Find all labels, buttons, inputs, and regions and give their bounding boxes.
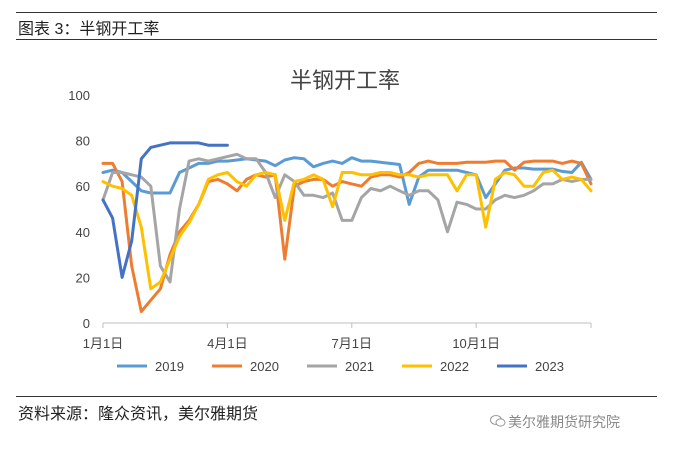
series-line-2021 xyxy=(101,152,593,284)
legend-label-2022: 2022 xyxy=(440,359,469,374)
y-tick-label: 100 xyxy=(68,88,90,103)
x-tick-label: 1月1日 xyxy=(83,336,123,351)
y-tick-label: 20 xyxy=(76,270,90,285)
series-line-2019 xyxy=(101,156,593,206)
y-tick-label: 0 xyxy=(83,316,90,331)
series-line-2023 xyxy=(101,141,229,279)
watermark-text: 美尔雅期货研究院 xyxy=(508,414,620,430)
legend-label-2020: 2020 xyxy=(250,359,279,374)
chart-title: 半钢开工率 xyxy=(290,68,400,93)
x-tick-label: 4月1日 xyxy=(207,336,247,351)
wechat-icon xyxy=(490,415,506,427)
figure-header: 图表 3：半钢开工率 xyxy=(16,12,657,40)
legend-label-2021: 2021 xyxy=(345,359,374,374)
legend-label-2023: 2023 xyxy=(535,359,564,374)
series-line-2022 xyxy=(101,168,593,291)
legend-label-2019: 2019 xyxy=(155,359,184,374)
x-tick-label: 10月1日 xyxy=(452,336,500,351)
x-tick-label: 7月1日 xyxy=(332,336,372,351)
series-line-2020 xyxy=(101,159,593,314)
figure-footer: 资料来源：隆众资讯，美尔雅期货 xyxy=(16,396,657,423)
figure-source: 资料来源：隆众资讯，美尔雅期货 xyxy=(18,406,259,423)
y-tick-label: 80 xyxy=(76,134,90,149)
y-tick-label: 60 xyxy=(76,179,90,194)
y-tick-label: 40 xyxy=(76,225,90,240)
figure-caption: 图表 3：半钢开工率 xyxy=(18,21,160,38)
